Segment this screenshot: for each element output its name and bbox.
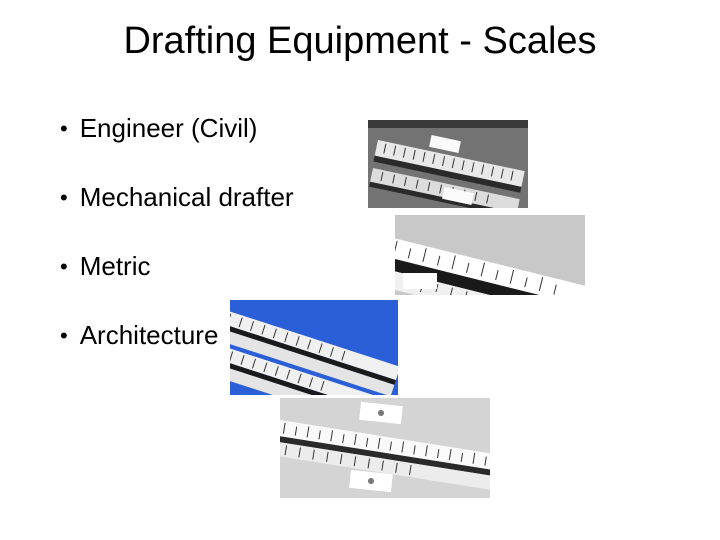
slide-title: Drafting Equipment - Scales xyxy=(0,20,720,63)
bullet-text: • Mechanical drafter xyxy=(60,182,340,213)
bullet-text: • Engineer (Civil) xyxy=(60,113,340,144)
bullet-label: Engineer (Civil) xyxy=(80,113,258,144)
bullet-item-metric: • Metric xyxy=(60,251,720,282)
bullet-label: Metric xyxy=(80,251,151,282)
bullet-text: • Metric xyxy=(60,251,340,282)
slide-container: Drafting Equipment - Scales • Engineer (… xyxy=(0,0,720,540)
bullet-label: Architecture xyxy=(80,320,219,351)
bullet-dot-icon: • xyxy=(60,256,68,278)
bullet-dot-icon: • xyxy=(60,325,68,347)
image-engineer-scale xyxy=(368,120,528,208)
bullet-dot-icon: • xyxy=(60,187,68,209)
image-mechanical-scale xyxy=(395,215,585,295)
bullet-dot-icon: • xyxy=(60,118,68,140)
bullet-label: Mechanical drafter xyxy=(80,182,294,213)
image-architecture-scale xyxy=(280,398,490,498)
image-metric-scale xyxy=(230,300,398,395)
